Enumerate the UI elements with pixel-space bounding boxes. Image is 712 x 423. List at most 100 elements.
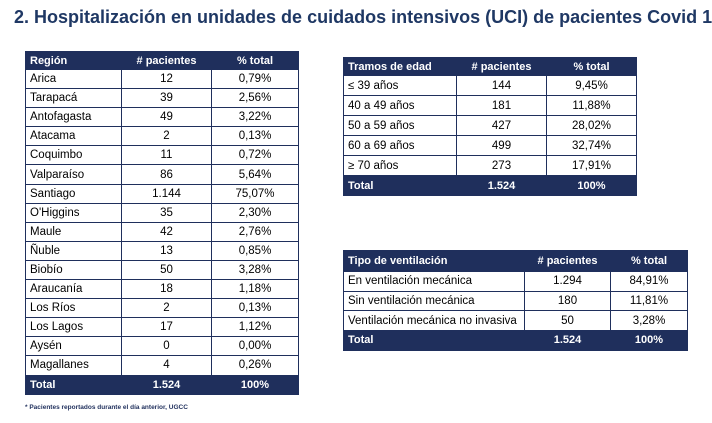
total-percent-cell: 100% — [211, 374, 299, 395]
patients-cell: 1.294 — [524, 271, 611, 292]
patients-cell: 86 — [121, 164, 212, 185]
percent-cell: 0,26% — [211, 355, 299, 376]
percent-cell: 0,00% — [211, 336, 299, 357]
percent-cell: 11,88% — [546, 95, 637, 116]
total-row: Total 1.524 100% — [343, 175, 637, 196]
row-label-cell: Santiago — [25, 183, 122, 204]
patients-cell: 180 — [524, 290, 611, 312]
table-row: Atacama 2 0,13% — [25, 126, 299, 147]
percent-cell: 0,85% — [211, 240, 299, 261]
row-label-cell: Los Lagos — [25, 317, 122, 338]
total-percent-cell: 100% — [610, 330, 688, 351]
total-patients-cell: 1.524 — [456, 175, 547, 196]
total-row: Total 1.524 100% — [25, 374, 299, 395]
table-row: Valparaíso 86 5,64% — [25, 164, 299, 185]
total-row: Total 1.524 100% — [343, 330, 688, 351]
percent-cell: 32,74% — [546, 135, 637, 156]
row-label-cell: Sin ventilación mecánica — [343, 290, 525, 312]
table-header-row: Tipo de ventilación # pacientes % total — [343, 250, 688, 272]
patients-cell: 0 — [121, 336, 212, 357]
percent-cell: 84,91% — [610, 271, 688, 292]
table-row: ≥ 70 años 273 17,91% — [343, 155, 637, 176]
row-label-cell: Tarapacá — [25, 88, 122, 109]
row-label-cell: Aysén — [25, 336, 122, 357]
percent-cell: 0,13% — [211, 298, 299, 319]
patients-cell: 50 — [121, 259, 212, 281]
column-header-percent: % total — [211, 51, 299, 70]
row-label-cell: Ñuble — [25, 240, 122, 261]
percent-cell: 3,22% — [211, 107, 299, 128]
patients-cell: 2 — [121, 126, 212, 147]
patients-cell: 2 — [121, 298, 212, 319]
percent-cell: 0,13% — [211, 126, 299, 147]
age-table: Tramos de edad # pacientes % total ≤ 39 … — [343, 57, 637, 196]
table-row: Los Lagos 17 1,12% — [25, 317, 299, 338]
patients-cell: 13 — [121, 240, 212, 261]
patients-cell: 50 — [524, 310, 611, 332]
patients-cell: 17 — [121, 317, 212, 338]
page-title: 2. Hospitalización en unidades de cuidad… — [14, 7, 712, 27]
percent-cell: 3,28% — [610, 310, 688, 332]
column-header-ventilation-type: Tipo de ventilación — [343, 250, 525, 272]
row-label-cell: 60 a 69 años — [343, 135, 457, 156]
patients-cell: 1.144 — [121, 183, 212, 204]
table-row: 50 a 59 años 427 28,02% — [343, 115, 637, 136]
row-label-cell: Valparaíso — [25, 164, 122, 185]
row-label-cell: Coquimbo — [25, 145, 122, 166]
row-label-cell: En ventilación mecánica — [343, 271, 525, 292]
patients-cell: 39 — [121, 88, 212, 109]
table-row: Ventilación mecánica no invasiva 50 3,28% — [343, 310, 688, 332]
table-row: Coquimbo 11 0,72% — [25, 145, 299, 166]
row-label-cell: ≥ 70 años — [343, 155, 457, 176]
row-label-cell: Arica — [25, 68, 122, 90]
percent-cell: 28,02% — [546, 115, 637, 136]
patients-cell: 49 — [121, 107, 212, 128]
row-label-cell: O'Higgins — [25, 202, 122, 223]
percent-cell: 9,45% — [546, 75, 637, 96]
percent-cell: 0,72% — [211, 145, 299, 166]
table-row: Aysén 0 0,00% — [25, 336, 299, 357]
row-label-cell: Araucanía — [25, 279, 122, 300]
row-label-cell: Magallanes — [25, 355, 122, 376]
column-header-patients: # pacientes — [121, 51, 212, 70]
column-header-patients: # pacientes — [524, 250, 611, 272]
total-percent-cell: 100% — [546, 175, 637, 196]
column-header-patients: # pacientes — [456, 57, 547, 76]
row-label-cell: Maule — [25, 221, 122, 242]
percent-cell: 2,30% — [211, 202, 299, 223]
table-row: Magallanes 4 0,26% — [25, 355, 299, 376]
row-label-cell: 50 a 59 años — [343, 115, 457, 136]
percent-cell: 0,79% — [211, 68, 299, 90]
percent-cell: 1,18% — [211, 279, 299, 300]
column-header-percent: % total — [546, 57, 637, 76]
patients-cell: 427 — [456, 115, 547, 136]
total-patients-cell: 1.524 — [121, 374, 212, 395]
total-patients-cell: 1.524 — [524, 330, 611, 351]
table-row: 40 a 49 años 181 11,88% — [343, 95, 637, 116]
row-label-cell: Biobío — [25, 259, 122, 281]
total-label-cell: Total — [343, 330, 525, 351]
percent-cell: 5,64% — [211, 164, 299, 185]
table-row: Arica 12 0,79% — [25, 68, 299, 90]
percent-cell: 11,81% — [610, 290, 688, 312]
patients-cell: 11 — [121, 145, 212, 166]
row-label-cell: ≤ 39 años — [343, 75, 457, 96]
percent-cell: 2,76% — [211, 221, 299, 242]
total-label-cell: Total — [25, 374, 122, 395]
row-label-cell: 40 a 49 años — [343, 95, 457, 116]
patients-cell: 42 — [121, 221, 212, 242]
patients-cell: 181 — [456, 95, 547, 116]
table-row: Los Ríos 2 0,13% — [25, 298, 299, 319]
total-label-cell: Total — [343, 175, 457, 196]
patients-cell: 144 — [456, 75, 547, 96]
table-row: Ñuble 13 0,85% — [25, 240, 299, 261]
table-row: Maule 42 2,76% — [25, 221, 299, 242]
row-label-cell: Atacama — [25, 126, 122, 147]
percent-cell: 17,91% — [546, 155, 637, 176]
table-row: Biobío 50 3,28% — [25, 259, 299, 281]
percent-cell: 75,07% — [211, 183, 299, 204]
table-row: ≤ 39 años 144 9,45% — [343, 75, 637, 96]
row-label-cell: Antofagasta — [25, 107, 122, 128]
table-row: O'Higgins 35 2,30% — [25, 202, 299, 223]
patients-cell: 18 — [121, 279, 212, 300]
